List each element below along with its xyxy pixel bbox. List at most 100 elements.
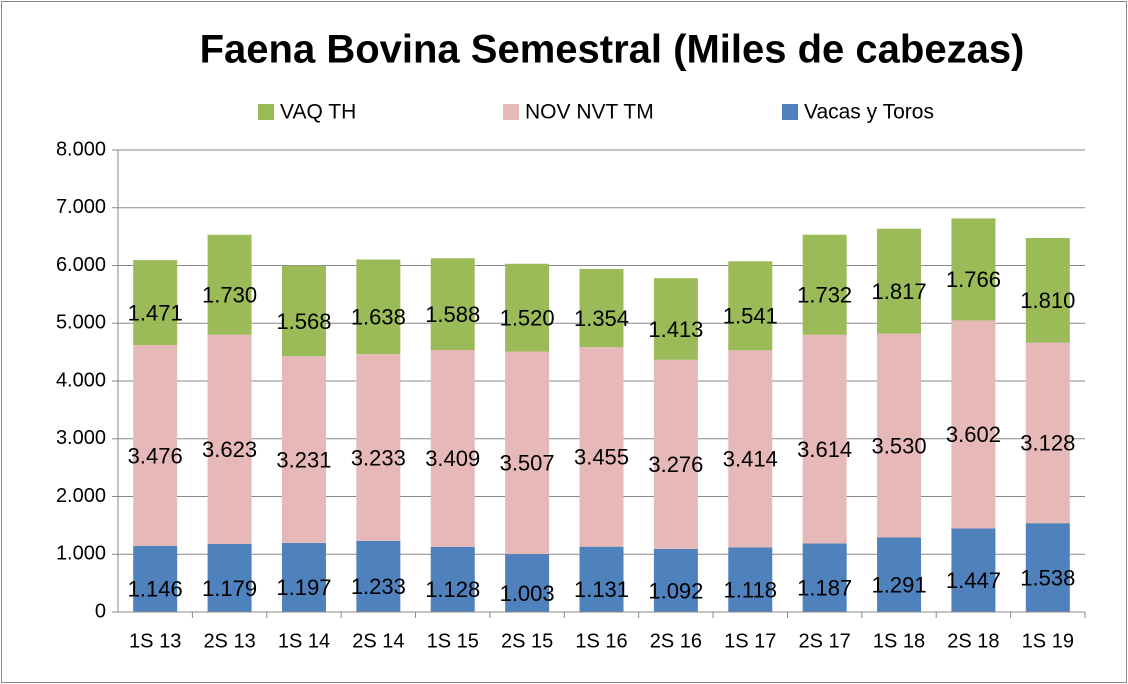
bar-segment (207, 543, 252, 612)
data-label: 1.730 (202, 283, 257, 308)
x-tick-label: 2S 17 (799, 630, 851, 652)
y-tick-label: 5.000 (56, 312, 106, 334)
data-label: 3.623 (202, 437, 257, 462)
data-label: 1.471 (128, 300, 183, 325)
bar-segment (505, 554, 550, 612)
y-tick-label: 4.000 (56, 369, 106, 391)
data-label: 3.231 (276, 447, 331, 472)
bar-segment (133, 260, 178, 346)
data-label: 1.413 (648, 317, 703, 342)
data-label: 3.602 (946, 422, 1001, 447)
data-label: 1.541 (723, 304, 778, 329)
data-label: 1.233 (351, 574, 406, 599)
data-label: 1.638 (351, 305, 406, 330)
data-label: 1.003 (500, 581, 555, 606)
bar-segment (133, 345, 178, 546)
bar-segment (1025, 523, 1070, 612)
bar-segment (951, 528, 996, 612)
y-tick-label: 3.000 (56, 427, 106, 449)
legend-swatch (782, 104, 798, 120)
x-tick-label: 1S 15 (427, 630, 479, 652)
bar-segment (356, 354, 401, 541)
bar-segment (579, 347, 624, 547)
bar-segment (653, 548, 698, 612)
x-tick-label: 2S 14 (352, 630, 404, 652)
bar-segment (505, 351, 550, 555)
data-label: 1.128 (425, 577, 480, 602)
data-label: 1.187 (797, 576, 852, 601)
x-tick-label: 1S 14 (278, 630, 330, 652)
data-label: 1.354 (574, 306, 629, 331)
x-tick-label: 2S 16 (650, 630, 702, 652)
x-tick-label: 1S 19 (1022, 630, 1074, 652)
data-label: 1.810 (1020, 288, 1075, 313)
bar-segment (356, 540, 401, 612)
bar-segment (430, 258, 475, 350)
data-label: 1.131 (574, 577, 629, 602)
bar-segment (1025, 342, 1070, 524)
legend-swatch (503, 104, 519, 120)
data-label: 3.409 (425, 446, 480, 471)
bar-segment (653, 359, 698, 549)
data-label: 3.414 (723, 447, 778, 472)
data-label: 1.197 (276, 575, 331, 600)
data-label: 3.455 (574, 445, 629, 470)
bar-segment (728, 350, 773, 548)
bar-segment (356, 259, 401, 355)
legend-swatch (258, 104, 274, 120)
x-tick-label: 1S 18 (873, 630, 925, 652)
data-label: 1.118 (724, 578, 777, 603)
bar-segment (802, 334, 847, 544)
x-tick-label: 2S 18 (947, 630, 999, 652)
data-label: 1.447 (946, 568, 1001, 593)
x-tick-label: 1S 17 (724, 630, 776, 652)
bar-segment (802, 543, 847, 612)
y-tick-label: 1.000 (56, 543, 106, 565)
bar-segment (877, 228, 922, 334)
bar-segment (1025, 238, 1070, 343)
y-tick-label: 0 (95, 600, 106, 622)
bar-segment (430, 349, 475, 547)
data-label: 3.614 (797, 437, 852, 462)
legend-label: Vacas y Toros (804, 101, 934, 124)
bar-segment (505, 263, 550, 352)
bar-segment (281, 542, 326, 612)
data-label: 3.530 (872, 433, 927, 458)
legend-label: VAQ TH (280, 101, 356, 124)
data-label: 1.146 (128, 577, 183, 602)
data-label: 3.233 (351, 445, 406, 470)
data-label: 1.766 (946, 267, 1001, 292)
chart-title: Faena Bovina Semestral (Miles de cabezas… (200, 28, 1025, 72)
data-label: 3.128 (1020, 431, 1075, 456)
bar-segment (579, 546, 624, 612)
bar-segment (207, 234, 252, 335)
y-tick-label: 8.000 (56, 138, 106, 160)
bar-segment (653, 278, 698, 360)
bar-segment (430, 546, 475, 612)
y-tick-label: 6.000 (56, 254, 106, 276)
data-label: 1.732 (797, 283, 852, 308)
data-label: 1.588 (425, 302, 480, 327)
bar-segment (579, 268, 624, 348)
bar-segment (281, 356, 326, 543)
data-label: 1.092 (648, 578, 703, 603)
data-label: 3.276 (648, 452, 703, 477)
data-label: 1.817 (872, 279, 927, 304)
data-label: 1.291 (872, 573, 927, 598)
bar-segment (207, 334, 252, 544)
data-label: 1.520 (500, 305, 555, 330)
data-label: 1.179 (202, 576, 257, 601)
legend-label: NOV NVT TM (525, 101, 654, 124)
bar-segment (951, 320, 996, 529)
y-tick-label: 7.000 (56, 196, 106, 218)
bar-segment (877, 537, 922, 612)
bar-segment (951, 218, 996, 321)
bar-segment (877, 333, 922, 538)
bar-segment (728, 261, 773, 351)
x-tick-label: 2S 13 (203, 630, 255, 652)
x-tick-label: 1S 16 (575, 630, 627, 652)
x-tick-label: 2S 15 (501, 630, 553, 652)
data-label: 1.538 (1020, 565, 1075, 590)
